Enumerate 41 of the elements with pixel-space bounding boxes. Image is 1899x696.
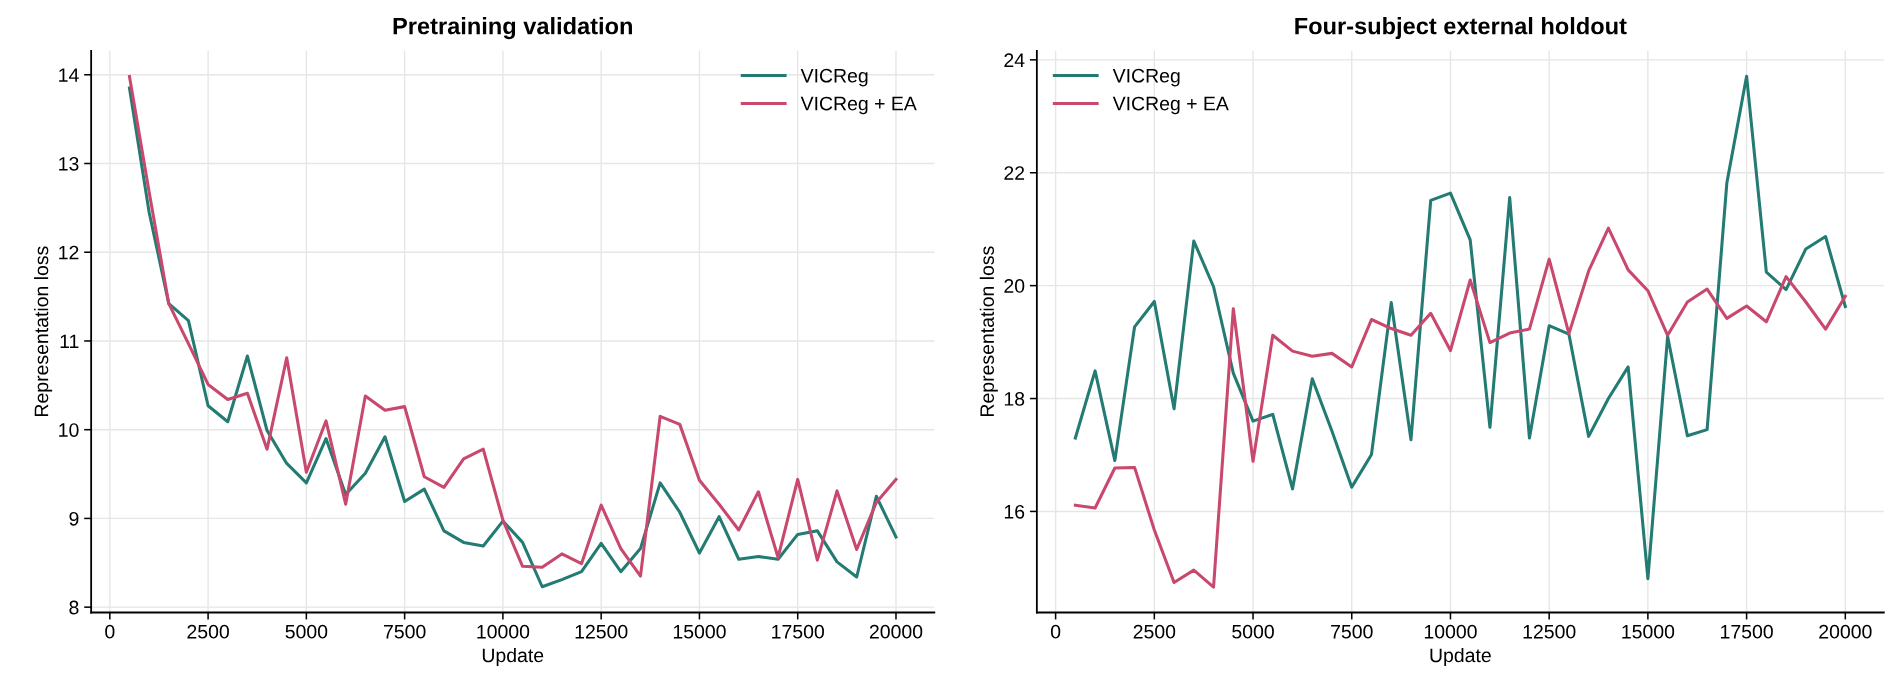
x-tick-label: 10000 <box>1424 624 1477 639</box>
y-tick-label: 10 <box>59 423 79 437</box>
y-tick-label: 16 <box>1004 504 1025 519</box>
y-tick-label: 12 <box>59 245 79 260</box>
x-tick-label: 7500 <box>1331 624 1373 639</box>
x-tick-label: 12500 <box>1523 624 1576 639</box>
x-tick-label: 12500 <box>575 624 628 639</box>
x-tick-label: 2500 <box>1133 624 1176 639</box>
x-tick-label: 5000 <box>285 624 328 639</box>
y-axis-title: Representation loss <box>979 246 998 416</box>
x-axis-title: Update <box>482 647 544 667</box>
y-axis-title: Representation loss <box>34 246 53 416</box>
x-tick-label: 2500 <box>187 624 229 639</box>
x-axis-title: Update <box>1430 647 1491 667</box>
x-tick-label: 15000 <box>673 624 726 639</box>
y-tick-label: 14 <box>59 68 79 82</box>
chart-title: Four-subject external holdout <box>1295 17 1627 40</box>
legend-label: VICReg + EA <box>1112 96 1229 115</box>
line-series <box>1073 226 1847 589</box>
chart-title: Pretraining validation <box>393 17 632 40</box>
x-tick-label: 10000 <box>477 624 530 639</box>
x-tick-label: 7500 <box>384 624 426 639</box>
y-tick-label: 8 <box>69 600 79 615</box>
legend-label: VICReg <box>800 68 868 87</box>
x-tick-label: 17500 <box>1721 624 1773 639</box>
x-tick-label: 20000 <box>1819 624 1872 639</box>
y-tick-label: 11 <box>60 334 79 349</box>
x-tick-label: 5000 <box>1232 624 1274 639</box>
x-tick-label: 0 <box>105 624 115 639</box>
y-tick-label: 9 <box>69 511 79 526</box>
legend-label: VICReg + EA <box>800 96 917 115</box>
x-tick-label: 0 <box>1050 624 1061 639</box>
x-tick-label: 20000 <box>869 624 923 639</box>
x-tick-label: 15000 <box>1622 624 1675 639</box>
y-tick-label: 13 <box>59 156 79 171</box>
y-tick-label: 22 <box>1004 166 1025 180</box>
y-tick-label: 24 <box>1004 53 1025 67</box>
legend-label: VICReg <box>1112 68 1180 87</box>
x-tick-label: 17500 <box>772 624 824 639</box>
y-tick-label: 18 <box>1004 392 1025 406</box>
y-tick-label: 20 <box>1004 279 1025 293</box>
